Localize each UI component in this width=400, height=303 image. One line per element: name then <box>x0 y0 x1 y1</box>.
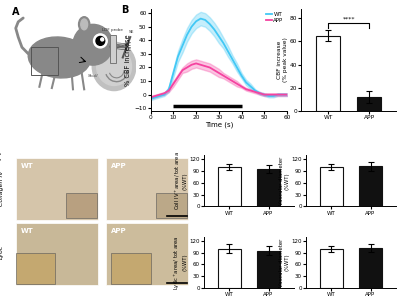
Bar <box>257 169 280 206</box>
Y-axis label: CBF increase
(% peak value): CBF increase (% peak value) <box>277 38 288 82</box>
FancyBboxPatch shape <box>16 253 55 284</box>
Text: Collagen IV: Collagen IV <box>0 171 4 206</box>
Text: SE: SE <box>129 30 134 34</box>
Text: WT: WT <box>21 163 34 169</box>
Text: LDF probe: LDF probe <box>102 28 123 32</box>
Text: APP: APP <box>111 228 127 234</box>
Legend: WT, APP: WT, APP <box>266 12 284 24</box>
Y-axis label: Coll IV$^+$area/ tot area
(%WT): Coll IV$^+$area/ tot area (%WT) <box>173 152 188 210</box>
Text: C: C <box>0 153 1 163</box>
Bar <box>357 97 381 111</box>
Bar <box>320 249 343 288</box>
X-axis label: Time (s): Time (s) <box>205 122 233 128</box>
Bar <box>110 35 116 62</box>
FancyBboxPatch shape <box>106 223 188 285</box>
Bar <box>359 166 382 206</box>
Y-axis label: Vascular diameter
(%WT): Vascular diameter (%WT) <box>279 157 290 205</box>
Y-axis label: % CBF increase: % CBF increase <box>126 34 132 86</box>
Bar <box>257 251 280 288</box>
Circle shape <box>94 34 107 48</box>
Bar <box>31 47 58 75</box>
Y-axis label: Vascular diameter
(%WT): Vascular diameter (%WT) <box>279 238 290 287</box>
Text: Ly6c: Ly6c <box>0 245 4 259</box>
Circle shape <box>73 24 113 65</box>
Text: A: A <box>12 7 20 17</box>
Bar <box>218 249 241 288</box>
Text: APP: APP <box>111 163 127 169</box>
FancyBboxPatch shape <box>66 192 97 218</box>
Bar <box>218 167 241 206</box>
Y-axis label: Ly6c$^+$area/ tot area
(%WT): Ly6c$^+$area/ tot area (%WT) <box>172 235 188 290</box>
FancyBboxPatch shape <box>16 158 98 220</box>
Text: ****: **** <box>342 17 355 22</box>
Ellipse shape <box>81 19 88 30</box>
Ellipse shape <box>28 37 90 78</box>
Bar <box>359 248 382 288</box>
Bar <box>320 167 343 206</box>
FancyBboxPatch shape <box>111 253 150 284</box>
Bar <box>316 36 340 111</box>
Circle shape <box>96 36 105 45</box>
Circle shape <box>101 38 104 41</box>
Text: Skull: Skull <box>88 74 98 78</box>
Text: WT: WT <box>21 228 34 234</box>
FancyBboxPatch shape <box>106 158 188 220</box>
Ellipse shape <box>110 45 116 48</box>
Ellipse shape <box>97 47 132 85</box>
Text: B: B <box>121 5 128 15</box>
FancyBboxPatch shape <box>156 192 187 218</box>
FancyBboxPatch shape <box>16 223 98 285</box>
Ellipse shape <box>92 42 136 91</box>
Ellipse shape <box>78 17 90 32</box>
